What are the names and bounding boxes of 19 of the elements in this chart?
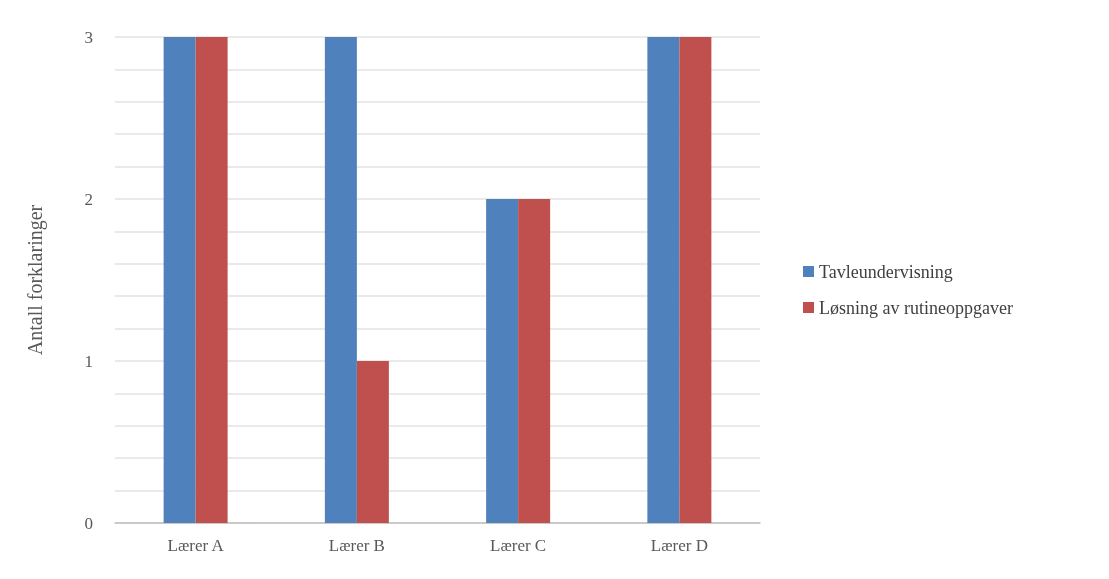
bar bbox=[195, 37, 228, 523]
y-tick-label: 0 bbox=[84, 513, 93, 533]
bar bbox=[647, 37, 680, 523]
bar bbox=[679, 37, 712, 523]
bar bbox=[163, 37, 196, 523]
x-tick-label: Lærer A bbox=[167, 536, 225, 555]
y-axis-title: Antall forklaringer bbox=[24, 204, 47, 356]
x-tick-label: Lærer C bbox=[490, 536, 547, 555]
legend-label: Løsning av rutineoppgaver bbox=[819, 297, 1013, 318]
bar bbox=[518, 199, 551, 523]
bar bbox=[324, 37, 357, 523]
bar bbox=[486, 199, 519, 523]
x-tick-label: Lærer B bbox=[328, 536, 385, 555]
bar bbox=[356, 361, 389, 523]
legend-label: Tavleundervisning bbox=[819, 261, 953, 282]
y-tick-label: 2 bbox=[84, 189, 93, 209]
x-tick-label: Lærer D bbox=[650, 536, 708, 555]
y-tick-label: 3 bbox=[84, 27, 93, 47]
y-tick-label: 1 bbox=[84, 351, 93, 371]
